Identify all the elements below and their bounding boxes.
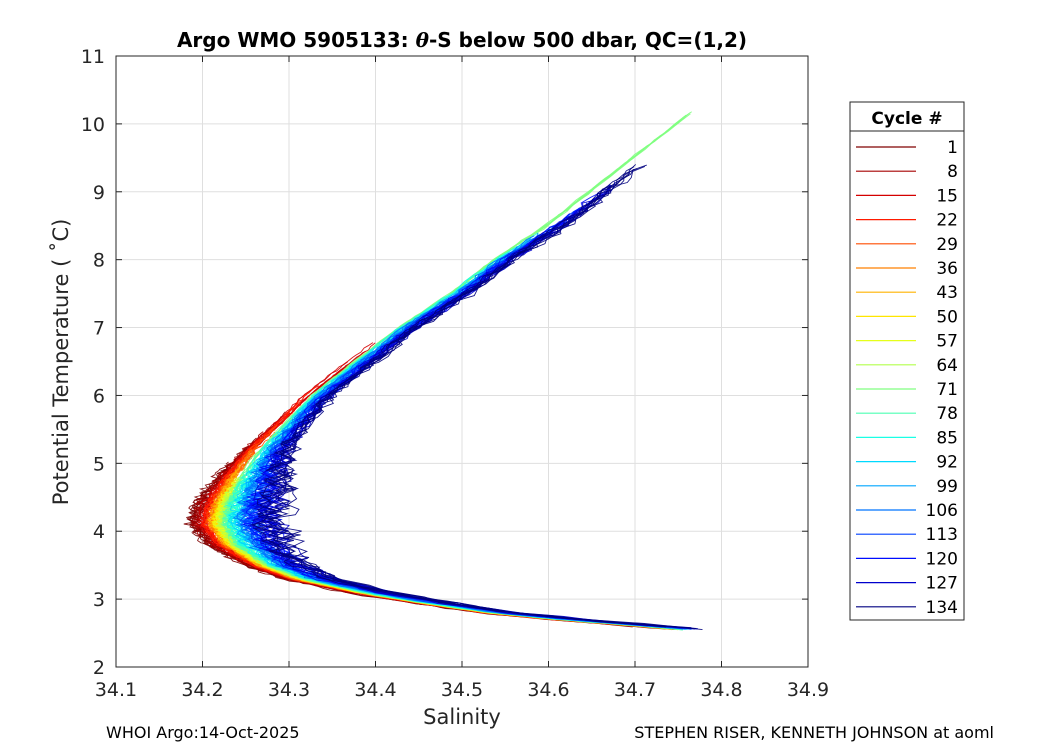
legend-label-106: 106 — [926, 501, 958, 521]
series-line-cycle-71 — [224, 113, 691, 630]
footer-authors: STEPHEN RISER, KENNETH JOHNSON at aoml — [634, 723, 994, 742]
y-tick-label: 9 — [93, 182, 105, 204]
y-tick-label: 7 — [93, 318, 105, 340]
legend-label-64: 64 — [936, 356, 958, 376]
y-tick-label: 2 — [93, 657, 105, 679]
x-tick-label: 34.7 — [614, 679, 656, 701]
legend-entries: 1 8 15 22 29 36 43 50 57 64 71 78 85 92 99 106 113 120 127… — [856, 138, 958, 618]
x-tick-label: 34.6 — [527, 679, 569, 701]
legend-label-22: 22 — [936, 211, 958, 231]
legend-label-85: 85 — [936, 428, 958, 448]
legend-label-127: 127 — [926, 574, 958, 594]
series-line-cycle-134 — [257, 172, 667, 628]
legend-label-78: 78 — [936, 404, 958, 424]
series-line-cycle-134 — [257, 168, 697, 629]
y-tick-label: 10 — [81, 114, 105, 136]
series-line-cycle-134 — [253, 164, 667, 628]
x-tick-label: 34.5 — [441, 679, 483, 701]
series-layer — [183, 111, 703, 631]
legend-label-36: 36 — [936, 259, 958, 279]
x-tick-label: 34.4 — [354, 679, 396, 701]
series-line-cycle-127 — [257, 181, 696, 630]
y-tick-label: 6 — [93, 385, 105, 407]
x-tick-label: 34.2 — [181, 679, 223, 701]
y-tick-label: 3 — [93, 589, 105, 611]
axis-ticks: 34.1 34.2 34.3 34.4 34.5 34.6 34.7 34.8 34.9 2 3 4 5… — [81, 46, 829, 701]
legend-label-92: 92 — [936, 453, 958, 473]
legend-label-71: 71 — [936, 380, 958, 400]
legend-label-15: 15 — [936, 186, 958, 206]
legend-label-113: 113 — [926, 525, 958, 545]
chart-title: Argo WMO 5905133: θ-S below 500 dbar, QC… — [177, 28, 747, 52]
legend-label-57: 57 — [936, 332, 958, 352]
legend-label-120: 120 — [926, 549, 958, 569]
legend-label-134: 134 — [926, 598, 958, 618]
legend-label-43: 43 — [936, 283, 958, 303]
grid-lines — [116, 56, 808, 667]
series-line-cycle-92 — [233, 340, 683, 629]
y-axis-label: Potential Temperature ( ˚C) — [49, 219, 73, 506]
y-tick-label: 11 — [81, 46, 105, 68]
x-tick-label: 34.8 — [700, 679, 742, 701]
x-axis-label: Salinity — [423, 705, 501, 729]
x-tick-label: 34.9 — [787, 679, 829, 701]
legend: Cycle # 18152229364350576471788592991061… — [849, 101, 965, 621]
series-line-cycle-127 — [247, 185, 691, 629]
y-tick-label: 5 — [93, 453, 105, 475]
x-tick-label: 34.1 — [95, 679, 137, 701]
legend-title: Cycle # — [871, 109, 942, 129]
y-tick-label: 8 — [93, 250, 105, 272]
footer-credit-date: WHOI Argo:14-Oct-2025 — [106, 723, 300, 742]
series-line-cycle-106 — [236, 235, 651, 627]
legend-label-50: 50 — [936, 307, 958, 327]
series-line-cycle-92 — [234, 346, 668, 628]
y-tick-label: 4 — [93, 521, 105, 543]
series-line-cycle-134 — [264, 166, 703, 631]
series-line-cycle-85 — [226, 255, 655, 628]
legend-label-8: 8 — [947, 162, 958, 182]
legend-label-99: 99 — [936, 477, 958, 497]
x-tick-label: 34.3 — [268, 679, 310, 701]
legend-label-1: 1 — [947, 138, 958, 158]
legend-label-29: 29 — [936, 235, 958, 255]
